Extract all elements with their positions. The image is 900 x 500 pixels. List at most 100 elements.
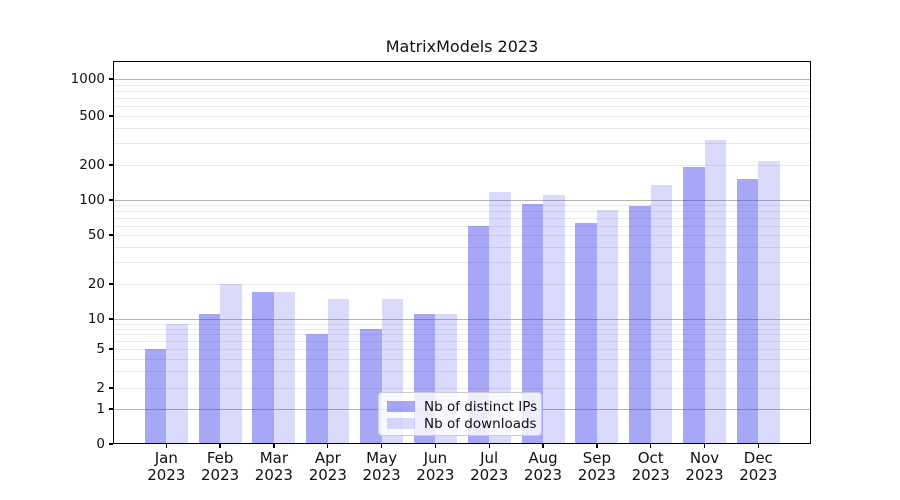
y-tick-label-100: 100 (79, 192, 105, 208)
bar-downloads-jul (489, 192, 511, 444)
y-tick-mark-0 (109, 443, 113, 445)
gridline-minor-90 (113, 205, 811, 207)
bar-downloads-mar (273, 292, 296, 444)
gridline-major-100 (113, 200, 811, 201)
legend-row-ips: Nb of distinct IPs (387, 398, 537, 415)
gridline-minor-80 (113, 211, 811, 213)
chart-title: MatrixModels 2023 (385, 37, 539, 56)
x-tick-mark-oct (650, 444, 652, 448)
y-tick-mark-20 (109, 283, 113, 285)
bar-downloads-feb (220, 284, 242, 444)
gridline-major-1000 (113, 79, 811, 80)
x-tick-label-jul: Jul 2023 (470, 449, 509, 484)
y-tick-mark-10 (109, 318, 113, 320)
bar-distinct-ips-aug (521, 204, 543, 444)
y-tick-label-1: 1 (96, 401, 105, 417)
bar-distinct-ips-jul (467, 225, 490, 444)
y-tick-label-20: 20 (87, 276, 105, 292)
legend-row-downloads: Nb of downloads (387, 415, 537, 432)
bar-distinct-ips-apr (306, 334, 328, 444)
gridline-minor-5 (113, 349, 811, 350)
x-tick-label-jan: Jan 2023 (147, 449, 186, 484)
bar-downloads-oct (650, 184, 673, 444)
legend: Nb of distinct IPs Nb of downloads (378, 392, 542, 436)
gridline-minor-70 (113, 218, 811, 219)
gridline-minor-2 (113, 388, 811, 389)
y-tick-mark-500 (109, 115, 113, 117)
x-tick-mark-sep (596, 444, 598, 448)
x-tick-label-may: May 2023 (362, 449, 401, 484)
y-tick-mark-100 (109, 199, 113, 201)
legend-swatch-distinct-ips (387, 401, 415, 412)
x-tick-mark-nov (703, 444, 706, 448)
x-tick-mark-feb (219, 444, 221, 448)
bar-distinct-ips-nov (683, 167, 705, 444)
legend-swatch-downloads (387, 418, 415, 429)
gridline-minor-7 (113, 334, 811, 336)
gridline-minor-600 (113, 106, 811, 108)
bar-distinct-ips-jan (144, 349, 167, 444)
y-tick-label-10: 10 (87, 311, 105, 327)
x-tick-label-aug: Aug 2023 (523, 449, 563, 484)
bar-downloads-sep (596, 210, 619, 444)
x-tick-label-sep: Sep 2023 (577, 449, 616, 484)
x-tick-mark-aug (542, 444, 544, 448)
bar-distinct-ips-sep (575, 222, 597, 444)
y-tick-mark-200 (109, 164, 113, 166)
gridline-minor-700 (113, 98, 811, 99)
y-tick-label-500: 500 (79, 108, 105, 124)
legend-label-distinct-ips: Nb of distinct IPs (424, 398, 538, 415)
x-tick-label-jun: Jun 2023 (416, 449, 455, 484)
y-tick-mark-5 (109, 348, 113, 350)
x-tick-mark-apr (327, 444, 329, 448)
gridline-major-10 (113, 319, 811, 320)
bar-downloads-dec (758, 161, 780, 444)
gridline-minor-500 (113, 116, 811, 117)
y-tick-mark-50 (109, 234, 113, 236)
gridline-minor-4 (113, 358, 811, 360)
bar-distinct-ips-oct (629, 206, 651, 444)
y-tick-mark-1000 (109, 78, 113, 80)
gridline-minor-800 (113, 90, 811, 92)
y-tick-label-2: 2 (96, 380, 105, 396)
x-tick-label-mar: Mar 2023 (254, 449, 293, 484)
x-tick-mark-dec (757, 444, 759, 448)
gridline-minor-400 (113, 127, 811, 129)
bar-distinct-ips-may (360, 328, 382, 444)
x-tick-mark-mar (273, 444, 275, 448)
plot-area (113, 61, 811, 444)
x-tick-label-dec: Dec 2023 (739, 449, 778, 484)
gridline-minor-300 (113, 143, 811, 145)
bar-distinct-ips-mar (252, 292, 274, 444)
x-tick-label-feb: Feb 2023 (201, 449, 240, 484)
x-tick-label-nov: Nov 2023 (685, 449, 724, 484)
gridline-minor-40 (113, 246, 811, 248)
bar-downloads-aug (543, 195, 565, 444)
y-tick-label-1000: 1000 (70, 71, 105, 87)
y-tick-mark-1 (109, 408, 113, 410)
x-tick-label-apr: Apr 2023 (308, 449, 347, 484)
gridline-minor-900 (113, 84, 811, 86)
gridline-minor-8 (113, 328, 811, 330)
gridline-minor-20 (113, 284, 811, 285)
x-tick-label-oct: Oct 2023 (631, 449, 670, 484)
y-tick-label-5: 5 (96, 341, 105, 357)
gridline-minor-3 (113, 370, 811, 372)
gridline-minor-200 (113, 165, 811, 166)
bar-downloads-nov (704, 139, 726, 444)
y-tick-mark-2 (109, 387, 113, 389)
x-tick-mark-jan (165, 444, 167, 448)
x-tick-mark-jul (488, 444, 490, 448)
gridline-minor-30 (113, 262, 811, 264)
bar-distinct-ips-feb (198, 314, 221, 444)
y-tick-label-50: 50 (87, 227, 105, 243)
y-tick-label-0: 0 (96, 436, 105, 452)
gridline-minor-9 (113, 323, 811, 325)
gridline-minor-6 (113, 341, 811, 343)
y-tick-label-200: 200 (79, 157, 105, 173)
bar-downloads-apr (327, 298, 350, 444)
gridline-minor-50 (113, 235, 811, 236)
legend-label-downloads: Nb of downloads (424, 415, 537, 432)
gridline-minor-60 (113, 225, 811, 227)
